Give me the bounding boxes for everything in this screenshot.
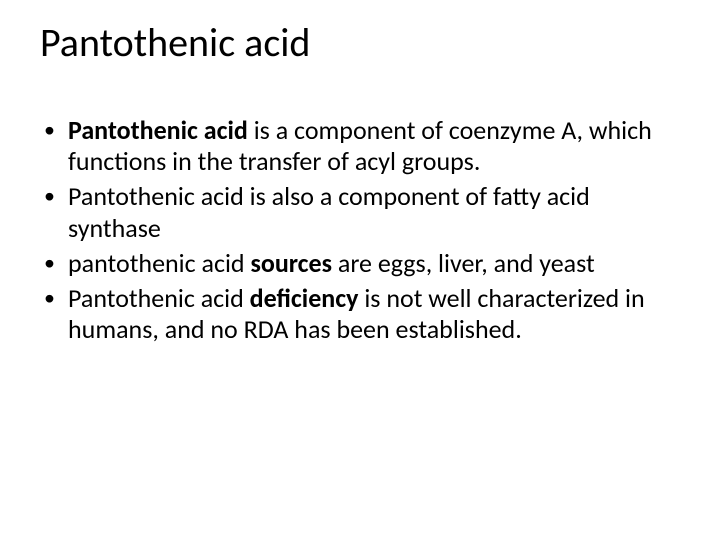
list-item: pantothenic acid sources are eggs, liver… [40, 248, 680, 279]
bullet-text-pre: Pantothenic acid [68, 282, 250, 314]
bullet-text: Pantothenic acid is also a component of … [68, 180, 590, 243]
bullet-list: Pantothenic acid is a component of coenz… [40, 115, 680, 345]
bullet-text-post: are eggs, liver, and yeast [332, 247, 595, 279]
slide-body: Pantothenic acid is a component of coenz… [40, 115, 680, 345]
list-item: Pantothenic acid is also a component of … [40, 181, 680, 243]
bullet-bold: sources [250, 247, 332, 279]
bullet-bold-lead: Pantothenic acid [68, 114, 248, 146]
slide: Pantothenic acid Pantothenic acid is a c… [0, 0, 720, 540]
bullet-bold: deficiency [250, 282, 359, 314]
list-item: Pantothenic acid deficiency is not well … [40, 283, 680, 345]
bullet-text-pre: pantothenic acid [68, 247, 250, 279]
slide-title: Pantothenic acid [40, 18, 680, 67]
list-item: Pantothenic acid is a component of coenz… [40, 115, 680, 177]
